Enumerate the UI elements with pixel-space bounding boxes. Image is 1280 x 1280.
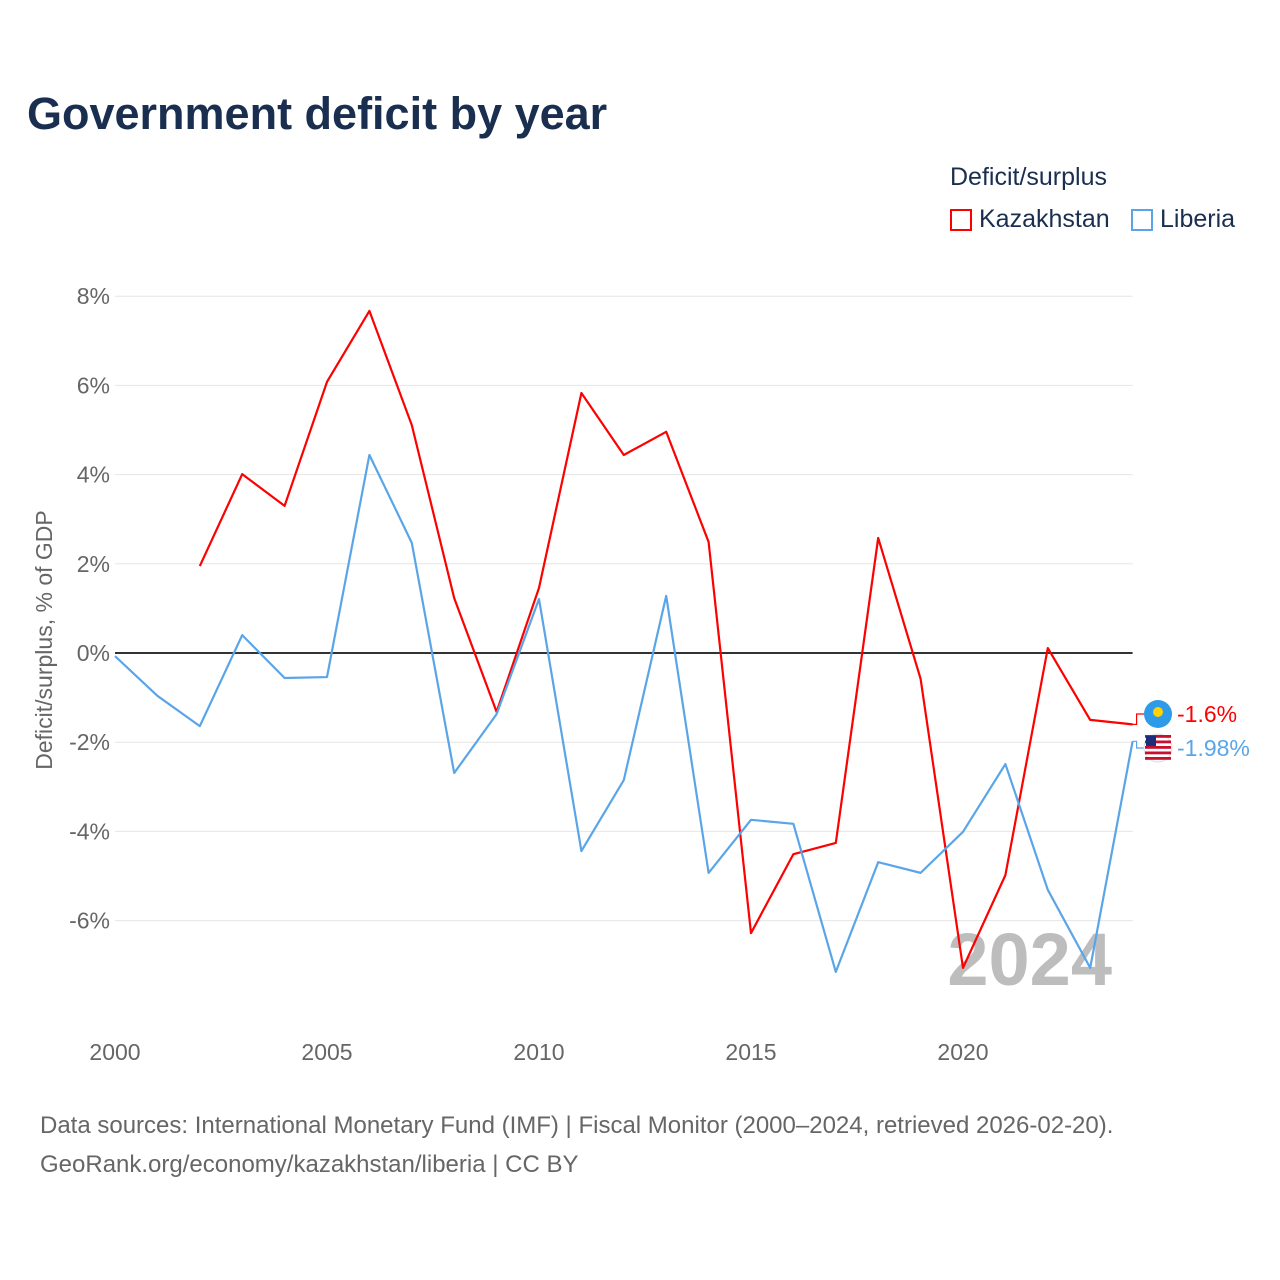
flag-canton [1146, 736, 1156, 746]
end-value-label: -1.6% [1177, 701, 1237, 727]
flag-stripe [1145, 757, 1171, 760]
y-tick-label: 0% [77, 640, 110, 666]
end-label-connector [1132, 713, 1145, 725]
legend-swatch [1131, 208, 1153, 231]
y-tick-label: 6% [77, 372, 110, 398]
end-label-connector [1132, 740, 1145, 749]
y-tick-label: -2% [69, 729, 110, 755]
chart-title: Government deficit by year [27, 88, 608, 139]
legend-item-kazakhstan[interactable]: Kazakhstan [950, 205, 1110, 234]
x-tick-label: 2000 [89, 1039, 140, 1065]
y-axis-label: Deficit/surplus, % of GDP [31, 510, 57, 769]
y-tick-label: 2% [77, 551, 110, 577]
y-tick-label: 4% [77, 462, 110, 488]
legend-item-liberia[interactable]: Liberia [1131, 205, 1235, 234]
y-tick-label: 8% [77, 283, 110, 309]
legend-label: Kazakhstan [979, 205, 1110, 233]
x-tick-label: 2005 [301, 1039, 352, 1065]
legend-swatch [950, 208, 972, 231]
legend-label: Liberia [1160, 205, 1236, 233]
flag-stripe [1145, 740, 1171, 744]
footer: Data sources: International Monetary Fun… [40, 1106, 1113, 1184]
flag-sun [1153, 707, 1163, 717]
y-tick-label: -6% [69, 908, 110, 934]
series-line-liberia [114, 453, 1134, 973]
flag-stripe [1145, 735, 1171, 738]
year-watermark: 2024 [947, 918, 1112, 1001]
x-tick-label: 2020 [937, 1039, 988, 1065]
source-note: Data sources: International Monetary Fun… [40, 1112, 1114, 1139]
flag-stripe [1145, 751, 1171, 755]
flag-stripe [1145, 746, 1171, 749]
legend-title: Deficit/surplus [950, 163, 1107, 191]
y-tick-label: -4% [69, 818, 110, 844]
x-tick-label: 2010 [513, 1039, 564, 1065]
attribution: GeoRank.org/economy/kazakhstan/liberia |… [40, 1151, 579, 1178]
x-tick-label: 2015 [725, 1039, 776, 1065]
series-line-kazakhstan [198, 309, 1133, 969]
end-value-label: -1.98% [1177, 735, 1250, 761]
